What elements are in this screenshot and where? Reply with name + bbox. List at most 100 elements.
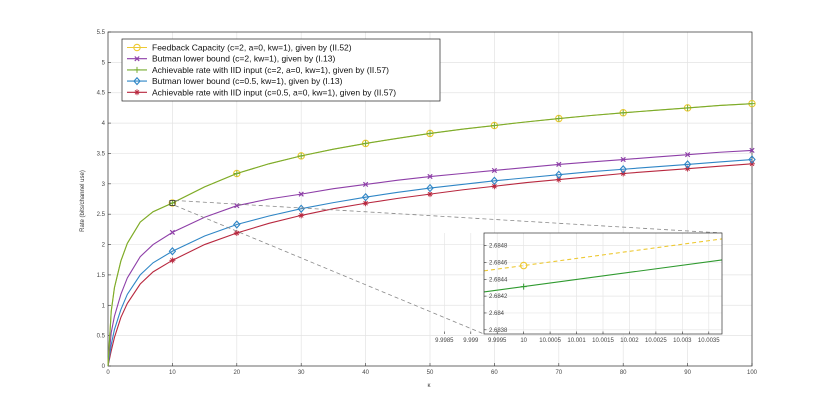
- inset-y-tick-label: 2.6848: [489, 244, 508, 250]
- series-3-marker: [297, 204, 305, 213]
- series-4-marker: [362, 200, 369, 207]
- series-3-marker: [168, 246, 177, 256]
- series-4-marker: [749, 160, 755, 167]
- series-4-marker: [427, 191, 433, 198]
- legend-marker-4: [134, 89, 140, 96]
- legend-label-0: Feedback Capacity (c=2, a=0, kw=1), give…: [152, 43, 352, 53]
- series-0-marker: [233, 169, 241, 178]
- y-tick-label: 0.5: [97, 334, 106, 340]
- series-1-marker: [298, 191, 304, 197]
- zoom-connector-top: [174, 200, 723, 234]
- x-tick-label: 100: [747, 370, 758, 376]
- series-3-marker: [233, 220, 241, 229]
- inset-y-tick-label: 2.6846: [489, 260, 508, 266]
- inset-x-tick-label: 9.9985: [435, 338, 454, 344]
- series-3-marker: [426, 183, 434, 193]
- y-tick-label: 4.5: [97, 91, 106, 97]
- inset-y-tick-label: 2.684: [489, 311, 505, 317]
- series-4-marker: [555, 176, 562, 183]
- series-4-marker: [298, 212, 305, 219]
- series-4-marker: [684, 165, 691, 172]
- y-tick-label: 4: [102, 121, 106, 127]
- x-tick-label: 80: [620, 370, 627, 376]
- series-1-marker: [749, 147, 755, 154]
- inset-x-tick-label: 10.0025: [645, 338, 667, 344]
- main-axes: 0 10 20 30 40 50 60 70 80 90 100 0 0.5 1 1.5 2 2.5 3 3.5 4 4…: [97, 30, 758, 376]
- series-line-3: [107, 158, 753, 367]
- legend-label-3: Butman lower bound (c=0.5, kw=1), given …: [152, 76, 343, 86]
- series-3-marker: [748, 155, 756, 164]
- x-tick-label: 10: [169, 370, 176, 376]
- inset-x-tick-label: 10.001: [567, 338, 586, 344]
- series-2-marker: [362, 140, 369, 147]
- series-0-marker: [297, 152, 305, 160]
- x-tick-label: 20: [233, 370, 240, 376]
- inset-y-tick-label: 2.6838: [489, 328, 508, 334]
- series-1-marker: [169, 229, 176, 236]
- x-tick-label: 30: [298, 370, 305, 376]
- y-tick-label: 2: [102, 243, 106, 249]
- series-2-marker: [427, 130, 433, 137]
- series-3-marker: [555, 170, 563, 179]
- legend-marker-3: [133, 76, 141, 86]
- series-2-marker: [298, 152, 305, 159]
- inset-frame: [483, 232, 723, 335]
- series-2-marker: [233, 170, 240, 177]
- inset-x-tick-label: 10.0035: [698, 338, 720, 344]
- y-tick-label: 5: [102, 60, 106, 66]
- series-0-marker: [168, 199, 177, 207]
- series-line-2: [107, 103, 753, 367]
- legend-box: [121, 38, 441, 102]
- series-line-1: [107, 149, 753, 367]
- y-tick-label: 0: [102, 364, 106, 370]
- series-3-marker: [619, 165, 627, 174]
- x-tick-label: 70: [555, 370, 562, 376]
- series-4-marker: [169, 257, 176, 264]
- series-line-4: [107, 163, 753, 367]
- inset-x-tick-label: 10: [520, 338, 527, 344]
- inset-series-0-marker: [519, 261, 528, 270]
- legend-marker-1: [134, 56, 140, 62]
- inset-x-tick-label: 9.999: [463, 338, 479, 344]
- series-1-marker: [556, 161, 562, 168]
- series-1-marker: [362, 181, 369, 188]
- inset-x-tick-label: 10.0005: [539, 338, 561, 344]
- inset-y-tick-label: 2.6844: [489, 277, 508, 283]
- x-tick-label: 40: [362, 370, 369, 376]
- series-1-marker: [491, 167, 498, 174]
- x-tick-label: 90: [684, 370, 691, 376]
- series-4-marker: [233, 230, 240, 237]
- legend-marker-0: [133, 43, 141, 52]
- series-2-marker: [749, 100, 755, 107]
- series-2-marker: [491, 122, 498, 129]
- legend-label-2: Achievable rate with IID input (c=2, a=0…: [152, 65, 389, 75]
- series-1-marker: [427, 173, 433, 180]
- inset-series-1-marker: [520, 283, 527, 290]
- series-4-marker: [620, 170, 627, 177]
- y-tick-label: 1: [102, 303, 106, 309]
- x-tick-label: 60: [491, 370, 498, 376]
- series-1-marker: [684, 152, 691, 158]
- series-2-marker: [684, 104, 691, 111]
- legend-label-1: Butman lower bound (c=2, kw=1), given by…: [152, 54, 335, 64]
- plot-frame: [107, 31, 753, 367]
- y-tick-label: 3.5: [97, 151, 106, 157]
- y-tick-label: 5.5: [97, 30, 106, 36]
- y-tick-label: 3: [102, 182, 106, 188]
- series-3-marker: [683, 160, 692, 169]
- y-axis-label: Rate (bits/channel use): [80, 170, 86, 232]
- series-2-marker: [555, 115, 562, 122]
- legend-label-4: Achievable rate with IID input (c=0.5, a…: [152, 87, 396, 97]
- x-tick-label: 0: [106, 370, 110, 376]
- series-2-marker: [169, 199, 176, 206]
- legend: Feedback Capacity (c=2, a=0, kw=1), give…: [121, 38, 441, 102]
- series-3-marker: [361, 192, 370, 202]
- series-4-marker: [491, 183, 498, 190]
- inset-x-tick-label: 9.9995: [488, 338, 507, 344]
- x-tick-label: 50: [427, 370, 434, 376]
- y-tick-label: 1.5: [97, 273, 106, 279]
- inset-zoom-chart: 9.9985 9.999 9.9995 10 10.0005 10.001 10.0015 1…: [435, 232, 723, 344]
- series-2-marker: [620, 109, 627, 116]
